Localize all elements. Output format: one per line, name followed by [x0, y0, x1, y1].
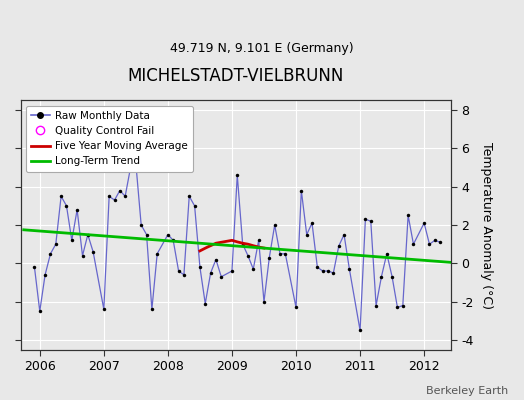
Y-axis label: Temperature Anomaly (°C): Temperature Anomaly (°C) — [481, 142, 493, 308]
Text: Berkeley Earth: Berkeley Earth — [426, 386, 508, 396]
Legend: Raw Monthly Data, Quality Control Fail, Five Year Moving Average, Long-Term Tren: Raw Monthly Data, Quality Control Fail, … — [26, 106, 193, 172]
Text: 49.719 N, 9.101 E (Germany): 49.719 N, 9.101 E (Germany) — [170, 42, 354, 55]
Title: MICHELSTADT-VIELBRUNN: MICHELSTADT-VIELBRUNN — [128, 67, 344, 85]
